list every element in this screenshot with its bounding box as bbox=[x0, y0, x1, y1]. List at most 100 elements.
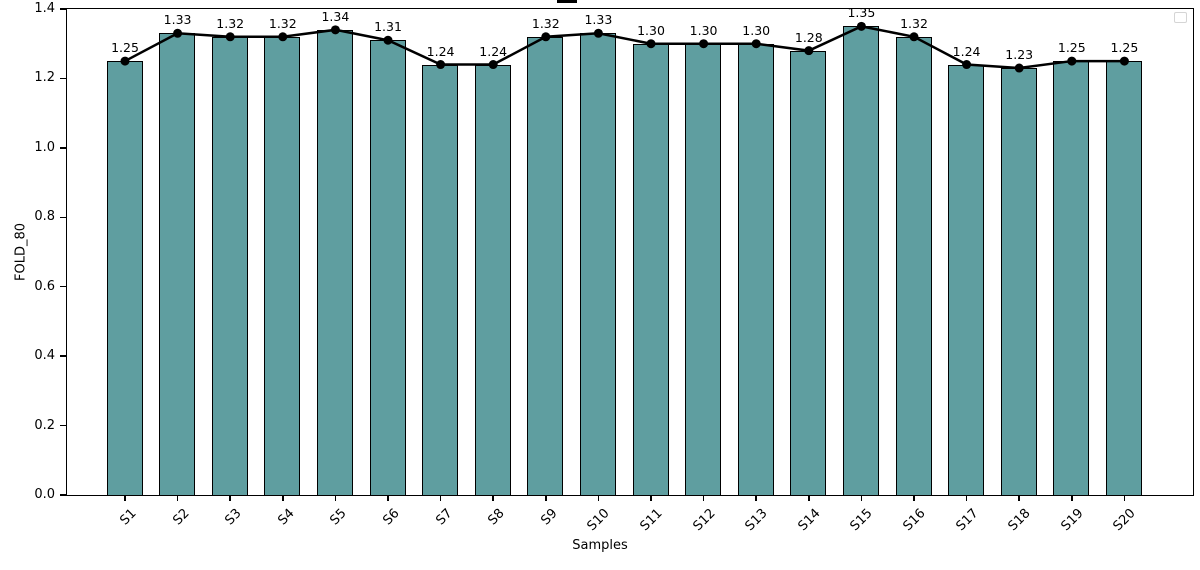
x-tick-label: S17 bbox=[953, 506, 982, 535]
point-value-label: 1.31 bbox=[374, 19, 402, 35]
x-tick-label: S2 bbox=[169, 506, 193, 529]
y-tick-mark bbox=[60, 77, 67, 80]
x-tick-mark bbox=[1071, 495, 1073, 501]
x-tick-mark bbox=[755, 495, 757, 501]
point-value-label: 1.32 bbox=[900, 15, 928, 31]
data-point-marker bbox=[225, 32, 235, 42]
x-tick-mark bbox=[1123, 495, 1126, 501]
y-tick-label: 0.4 bbox=[34, 348, 55, 364]
bar bbox=[264, 36, 301, 496]
point-value-label: 1.35 bbox=[847, 5, 876, 21]
y-tick-label: 0.0 bbox=[34, 487, 55, 502]
x-tick-mark bbox=[282, 495, 284, 501]
x-tick-label: S5 bbox=[327, 506, 350, 529]
y-tick-mark bbox=[60, 216, 67, 219]
point-value-label: 1.24 bbox=[952, 43, 981, 59]
y-tick-label: 1.0 bbox=[34, 139, 55, 155]
data-point-marker bbox=[804, 46, 814, 56]
data-point-marker bbox=[751, 39, 761, 49]
x-tick-label: S6 bbox=[380, 506, 403, 529]
x-tick-mark bbox=[176, 495, 179, 501]
point-value-label: 1.32 bbox=[531, 15, 560, 31]
x-tick-label: S13 bbox=[742, 506, 771, 535]
y-tick-mark bbox=[60, 8, 67, 10]
data-point-marker bbox=[436, 60, 446, 70]
data-point-marker bbox=[383, 35, 393, 45]
x-tick-label: S15 bbox=[847, 506, 876, 535]
y-tick-label: 1.2 bbox=[34, 70, 55, 86]
data-point-marker bbox=[962, 60, 972, 70]
x-tick-label: S11 bbox=[637, 506, 666, 535]
point-value-label: 1.32 bbox=[268, 15, 297, 31]
data-point-marker bbox=[646, 39, 656, 49]
x-tick-label: S9 bbox=[538, 506, 561, 529]
y-axis-label: FOLD_80 bbox=[13, 222, 29, 282]
x-tick-mark bbox=[439, 495, 442, 501]
point-value-label: 1.30 bbox=[689, 22, 718, 38]
y-tick-label: 0.2 bbox=[34, 417, 55, 433]
point-value-label: 1.25 bbox=[1110, 40, 1139, 56]
x-tick-label: S18 bbox=[1005, 506, 1034, 535]
bar bbox=[737, 43, 774, 496]
x-tick-mark bbox=[650, 495, 652, 501]
data-point-marker bbox=[330, 25, 340, 35]
data-point-marker bbox=[541, 32, 551, 42]
data-point-marker bbox=[120, 56, 130, 66]
x-tick-mark bbox=[1018, 495, 1020, 501]
bar bbox=[632, 43, 669, 496]
x-tick-label: S7 bbox=[432, 506, 456, 529]
bar bbox=[211, 36, 248, 496]
point-value-label: 1.32 bbox=[216, 15, 245, 31]
data-point-marker bbox=[909, 32, 919, 42]
trend-line-layer bbox=[120, 21, 1129, 73]
bar bbox=[106, 61, 143, 496]
bar bbox=[1000, 68, 1037, 496]
x-axis-label: Samples bbox=[572, 538, 628, 553]
data-point-marker bbox=[173, 28, 183, 38]
x-tick-mark bbox=[965, 495, 968, 501]
x-tick-mark bbox=[808, 495, 810, 501]
point-value-label: 1.24 bbox=[479, 43, 508, 59]
x-tick-mark bbox=[229, 495, 231, 501]
bar bbox=[1105, 61, 1143, 496]
x-tick-mark bbox=[702, 495, 705, 501]
point-value-label: 1.30 bbox=[742, 22, 771, 38]
point-value-label: 1.33 bbox=[584, 12, 613, 28]
x-tick-mark bbox=[492, 495, 494, 501]
point-value-label: 1.25 bbox=[111, 40, 139, 56]
y-tick-mark bbox=[60, 494, 67, 496]
trend-line bbox=[124, 25, 1125, 70]
x-tick-label: S16 bbox=[900, 506, 929, 535]
x-tick-mark bbox=[545, 495, 547, 501]
bar bbox=[527, 36, 564, 496]
bar bbox=[422, 64, 459, 496]
x-tick-label: S8 bbox=[485, 506, 508, 529]
y-tick-mark bbox=[60, 355, 67, 357]
data-point-marker bbox=[699, 39, 709, 49]
point-value-label: 1.25 bbox=[1057, 40, 1086, 56]
bar bbox=[895, 36, 932, 496]
y-tick-mark bbox=[60, 424, 67, 427]
x-tick-label: S1 bbox=[117, 506, 140, 529]
y-tick-mark bbox=[60, 285, 67, 288]
plot-area: FOLD_80 0.0 0.2 0.4 0.6 0.8 1.0 1.2 1.4 S1 S2 S3 S4… bbox=[14, 1, 1194, 534]
legend-box bbox=[1174, 12, 1187, 23]
data-point-marker bbox=[1067, 56, 1077, 66]
bar bbox=[474, 64, 511, 496]
data-point-marker bbox=[1014, 63, 1024, 73]
x-tick-label: S20 bbox=[1110, 506, 1139, 535]
data-point-marker bbox=[1119, 56, 1129, 66]
point-value-label: 1.28 bbox=[794, 29, 823, 45]
data-point-marker bbox=[488, 60, 498, 70]
bar bbox=[579, 33, 617, 496]
point-value-label: 1.23 bbox=[1005, 47, 1034, 62]
y-tick-mark bbox=[60, 147, 67, 149]
y-tick-label: 0.8 bbox=[34, 209, 55, 225]
y-tick-label: 0.6 bbox=[34, 278, 55, 294]
x-tick-label: S10 bbox=[584, 506, 613, 535]
point-value-label: 1.33 bbox=[163, 12, 192, 28]
x-tick-mark bbox=[387, 495, 389, 501]
bar bbox=[159, 33, 196, 496]
data-point-marker bbox=[278, 32, 288, 42]
